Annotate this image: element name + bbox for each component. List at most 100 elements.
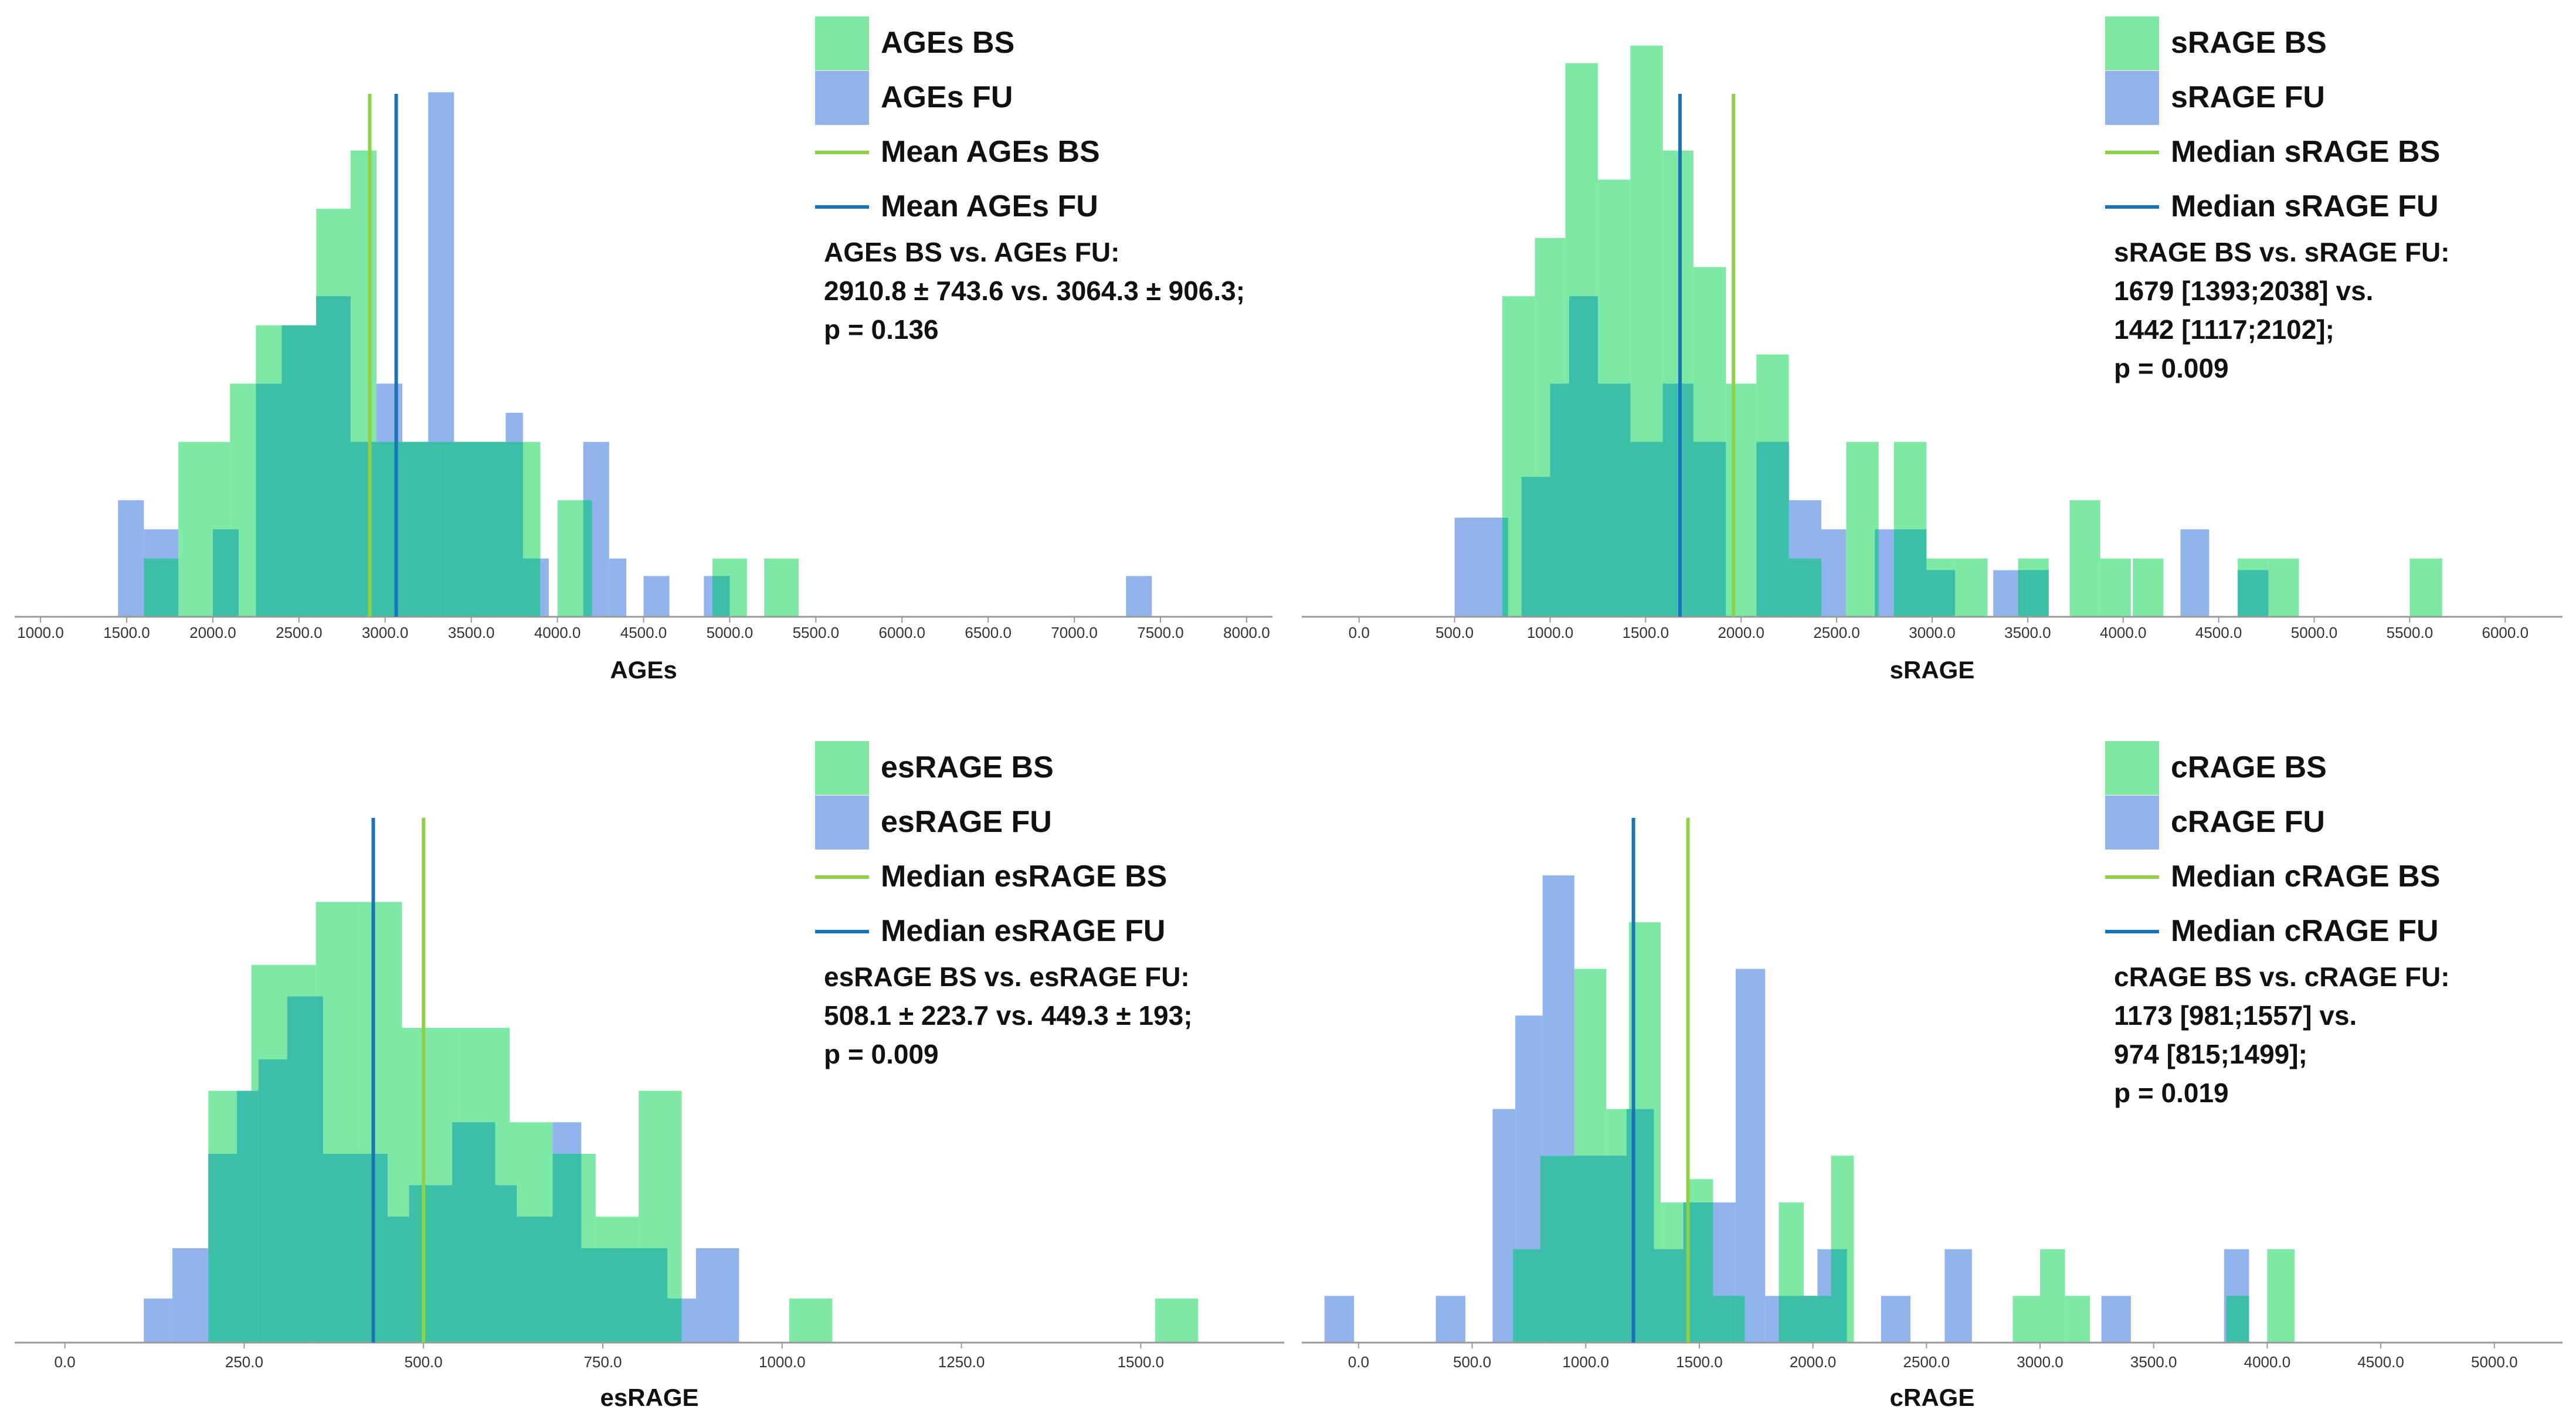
x-tick-label: 2000.0 [1718,624,1764,641]
x-tick-label: 1000.0 [1562,1353,1609,1371]
x-tick-label: 4500.0 [620,624,667,641]
x-tick-label: 1250.0 [938,1353,985,1371]
bs-bar [1955,558,1988,617]
x-tick-label: 2000.0 [189,624,236,641]
overlap-bar [639,1248,668,1343]
x-tick-label: 5500.0 [2387,624,2434,641]
x-tick-label: 5000.0 [2471,1353,2518,1371]
fu-bar [1126,576,1152,617]
fu-bar [1821,529,1847,617]
x-axis-title: AGEs [610,656,677,684]
x-tick-label: 2500.0 [1903,1353,1950,1371]
x-tick-label: 2000.0 [1790,1353,1837,1371]
overlap-bar [1513,1249,1516,1343]
fu-bar [1324,1296,1355,1343]
x-tick-label: 1500.0 [1623,624,1669,641]
stats-line: p = 0.009 [2114,353,2229,383]
x-tick-label: 3000.0 [362,624,409,641]
fu-bar [696,1248,739,1343]
overlap-bar [1540,1156,1543,1343]
overlap-bar [2022,570,2049,617]
x-tick-label: 7000.0 [1051,624,1098,641]
overlap-bar [452,1122,460,1343]
overlap-bar [428,441,446,617]
overlap-bar [1779,1296,1795,1343]
overlap-bar [350,441,377,617]
stats-line: 1442 [1117;2102]; [2114,314,2334,345]
x-axis-title: sRAGE [1890,656,1975,684]
bs-bar [2040,1249,2065,1343]
legend-swatch [815,16,869,70]
bs-bar [2100,558,2131,617]
fu-bar [1881,1296,1911,1343]
overlap-bar [376,441,403,617]
x-tick-label: 3000.0 [1909,624,1956,641]
bs-bar [2409,558,2442,617]
legend-label: Median sRAGE FU [2171,189,2439,223]
overlap-bar [1574,1156,1604,1343]
overlap-bar [1713,1296,1736,1343]
overlap-bar [1804,1296,1818,1343]
legend-label: Median cRAGE BS [2171,860,2440,894]
overlap-bar [505,441,523,617]
overlap-bar [1630,441,1663,617]
fu-bar [1993,570,2022,617]
bs-bar [2267,1249,2295,1343]
overlap-bar [581,1248,596,1343]
overlap-bar [144,558,179,617]
overlap-bar [1565,383,1570,617]
stats-line: cRAGE BS vs. cRAGE FU: [2114,962,2450,992]
stats-line: esRAGE BS vs. esRAGE FU: [824,962,1190,992]
fu-bar [1944,1249,1972,1343]
legend-swatch [815,741,869,795]
overlap-bar [1831,1249,1847,1343]
x-tick-label: 8000.0 [1223,624,1270,641]
overlap-bar [1794,1296,1804,1343]
overlap-bar [1604,1156,1607,1343]
legend-label: esRAGE BS [881,750,1054,784]
x-tick-label: 5000.0 [2291,624,2338,641]
overlap-bar [388,1217,402,1343]
overlap-bar [495,1185,510,1343]
overlap-bar [281,325,317,617]
x-tick-label: 2500.0 [276,624,323,641]
x-tick-label: 4000.0 [2100,624,2147,641]
x-tick-label: 7500.0 [1137,624,1184,641]
bs-bar [1155,1298,1199,1343]
x-tick-label: 5500.0 [793,624,840,641]
legend-label: AGEs BS [881,26,1014,60]
overlap-bar [1626,1109,1629,1343]
x-tick-label: 0.0 [1348,1353,1369,1371]
overlap-bar [1542,1156,1574,1343]
overlap-bar [258,1059,287,1343]
legend-swatch [2105,71,2159,125]
x-tick-label: 750.0 [583,1353,622,1371]
overlap-bar [1606,1156,1627,1343]
overlap-bar [1706,1202,1713,1343]
fu-bar [609,558,627,617]
overlap-bar [237,1091,252,1343]
overlap-bar [1515,1249,1540,1343]
x-tick-label: 1000.0 [1527,624,1574,641]
fu-bar [172,1248,209,1343]
overlap-bar [409,1185,453,1343]
stats-line: 1679 [1393;2038] vs. [2114,276,2373,306]
overlap-bar [1817,1296,1831,1343]
legend-label: sRAGE FU [2171,80,2325,114]
x-tick-label: 0.0 [55,1353,76,1371]
overlap-bar [1893,529,1904,617]
overlap-bar [251,1091,259,1343]
overlap-bar [402,441,429,617]
overlap-bar [1693,441,1726,617]
fu-bar [1435,1296,1465,1343]
chart-panel-srage: 0.0 500.0 1000.0 1500.0 2000.0 2500.0 3000.0 35… [1302,16,2563,684]
stats-line: 2910.8 ± 743.6 vs. 3064.3 ± 906.3; [824,276,1245,306]
x-tick-label: 4500.0 [2195,624,2242,641]
legend-label: Mean AGEs BS [881,135,1100,169]
x-tick-label: 3000.0 [2017,1353,2063,1371]
overlap-bar [1926,570,1956,617]
overlap-bar [256,383,282,617]
legend-label: Median esRAGE BS [881,860,1167,894]
overlap-bar [1550,383,1566,617]
